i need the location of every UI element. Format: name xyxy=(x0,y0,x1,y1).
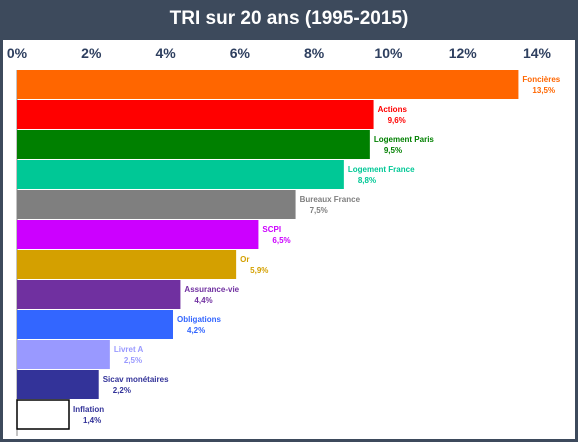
x-tick-label: 14% xyxy=(523,45,552,61)
x-tick-label: 2% xyxy=(81,45,102,61)
bar-value-label: 7,5% xyxy=(310,206,328,215)
bar-category-label: Livret A xyxy=(114,345,144,354)
x-tick-label: 0% xyxy=(7,45,28,61)
bar-category-label: Logement France xyxy=(348,165,415,174)
bar-category-label: Inflation xyxy=(73,405,104,414)
bar-value-label: 2,5% xyxy=(124,356,142,365)
bar-value-label: 5,9% xyxy=(250,266,268,275)
bar-category-label: Or xyxy=(240,255,249,264)
bar xyxy=(17,340,110,369)
bar-category-label: Actions xyxy=(378,105,408,114)
bar-value-label: 13,5% xyxy=(532,86,555,95)
bar-category-label: Foncières xyxy=(522,75,560,84)
bar-category-label: SCPI xyxy=(262,225,281,234)
bar xyxy=(17,310,173,339)
bar-value-label: 8,8% xyxy=(358,176,376,185)
x-tick-label: 8% xyxy=(304,45,325,61)
bar-category-label: Assurance-vie xyxy=(184,285,239,294)
bar-value-label: 9,6% xyxy=(388,116,406,125)
bar-category-label: Sicav monétaires xyxy=(103,375,169,384)
bar xyxy=(17,130,370,159)
bar xyxy=(17,190,296,219)
chart-title: TRI sur 20 ans (1995-2015) xyxy=(169,8,409,29)
bar xyxy=(17,280,181,309)
bar-value-label: 4,4% xyxy=(194,296,212,305)
x-tick-label: 10% xyxy=(374,45,403,61)
bar-value-label: 2,2% xyxy=(113,386,131,395)
bar-category-label: Obligations xyxy=(177,315,222,324)
bar-value-label: 1,4% xyxy=(83,416,101,425)
x-tick-label: 4% xyxy=(155,45,176,61)
bar xyxy=(17,250,237,279)
bar xyxy=(17,160,344,189)
bar xyxy=(17,100,374,129)
bar xyxy=(16,399,70,430)
bar-value-label: 4,2% xyxy=(187,326,205,335)
bar xyxy=(17,220,259,249)
bar-value-label: 9,5% xyxy=(384,146,402,155)
bar xyxy=(17,70,519,99)
bar-value-label: 6,5% xyxy=(272,236,290,245)
x-tick-label: 12% xyxy=(449,45,478,61)
bar-category-label: Logement Paris xyxy=(374,135,435,144)
bar xyxy=(17,370,99,399)
bar-category-label: Bureaux France xyxy=(300,195,361,204)
x-tick-label: 6% xyxy=(230,45,251,61)
